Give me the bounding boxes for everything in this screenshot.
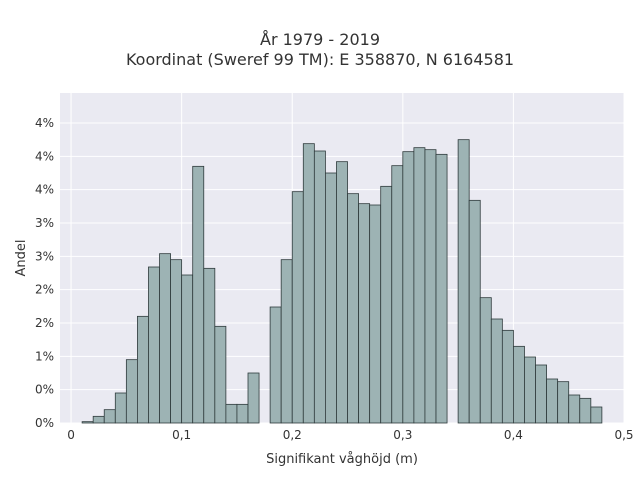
histogram-bar xyxy=(513,345,525,424)
x-tick-label: 0,3 xyxy=(393,428,412,442)
histogram-bar xyxy=(137,315,149,424)
histogram-bar xyxy=(435,153,448,424)
y-tick-label: 2% xyxy=(35,283,54,297)
histogram-bar xyxy=(546,378,559,424)
histogram-bar xyxy=(402,151,415,424)
histogram-bar xyxy=(313,150,326,424)
x-axis-label: Signifikant våghöjd (m) xyxy=(266,452,418,467)
histogram-bar xyxy=(192,165,205,424)
histogram-bar xyxy=(524,356,536,424)
y-tick-label: 0% xyxy=(35,416,54,430)
histogram-bar xyxy=(247,372,260,424)
histogram-bar xyxy=(214,325,227,424)
x-tick-label: 0,5 xyxy=(614,428,633,442)
histogram-bar xyxy=(579,397,592,424)
y-tick-label: 4% xyxy=(35,183,54,197)
histogram-bar xyxy=(590,406,603,424)
histogram-bar xyxy=(325,172,337,424)
x-tick-label: 0,2 xyxy=(283,428,302,442)
histogram-bar xyxy=(468,199,481,424)
histogram-bar xyxy=(114,392,127,424)
histogram-bar xyxy=(170,259,183,424)
histogram-bar xyxy=(479,297,492,424)
histogram-bar xyxy=(391,165,404,424)
histogram-bar xyxy=(291,191,304,424)
histogram-bar xyxy=(302,143,315,424)
histogram-bar xyxy=(81,421,94,424)
histogram-bar xyxy=(336,161,348,424)
x-tick-label: 0 xyxy=(67,428,75,442)
x-tick-label: 0,4 xyxy=(504,428,523,442)
y-tick-label: 4% xyxy=(35,116,54,130)
histogram-bar xyxy=(181,274,194,424)
histogram-bar xyxy=(490,318,503,424)
y-axis-label: Andel xyxy=(14,240,29,277)
histogram-bar xyxy=(225,403,238,424)
y-tick-label: 3% xyxy=(35,216,54,230)
histogram-bar xyxy=(159,253,171,424)
y-tick-label: 4% xyxy=(35,149,54,163)
histogram-bar xyxy=(369,204,382,424)
histogram-bar xyxy=(535,364,547,424)
y-tick-label: 2% xyxy=(35,316,54,330)
histogram-bar xyxy=(148,266,160,424)
histogram-bar xyxy=(557,381,570,424)
histogram-bar xyxy=(92,415,105,424)
histogram-bar xyxy=(380,185,393,424)
histogram-bar xyxy=(424,149,437,424)
histogram-bar xyxy=(413,147,426,424)
histogram-bar xyxy=(568,394,581,424)
histogram-bar xyxy=(347,193,359,424)
chart-title: År 1979 - 2019 xyxy=(260,30,380,49)
histogram-bar xyxy=(501,329,514,424)
histogram-bar xyxy=(103,409,116,424)
chart-subtitle: Koordinat (Sweref 99 TM): E 358870, N 61… xyxy=(125,50,515,69)
histogram-bar xyxy=(457,139,470,424)
x-tick-label: 0,1 xyxy=(172,428,191,442)
histogram-bar xyxy=(280,259,293,424)
histogram-bar xyxy=(203,267,216,424)
histogram-bar xyxy=(236,403,249,424)
histogram-bar xyxy=(358,203,371,424)
y-tick-label: 3% xyxy=(35,249,54,263)
y-tick-label: 1% xyxy=(35,349,54,363)
y-tick-label: 0% xyxy=(35,383,54,397)
histogram-bar xyxy=(125,359,138,424)
histogram-bar xyxy=(269,306,282,424)
